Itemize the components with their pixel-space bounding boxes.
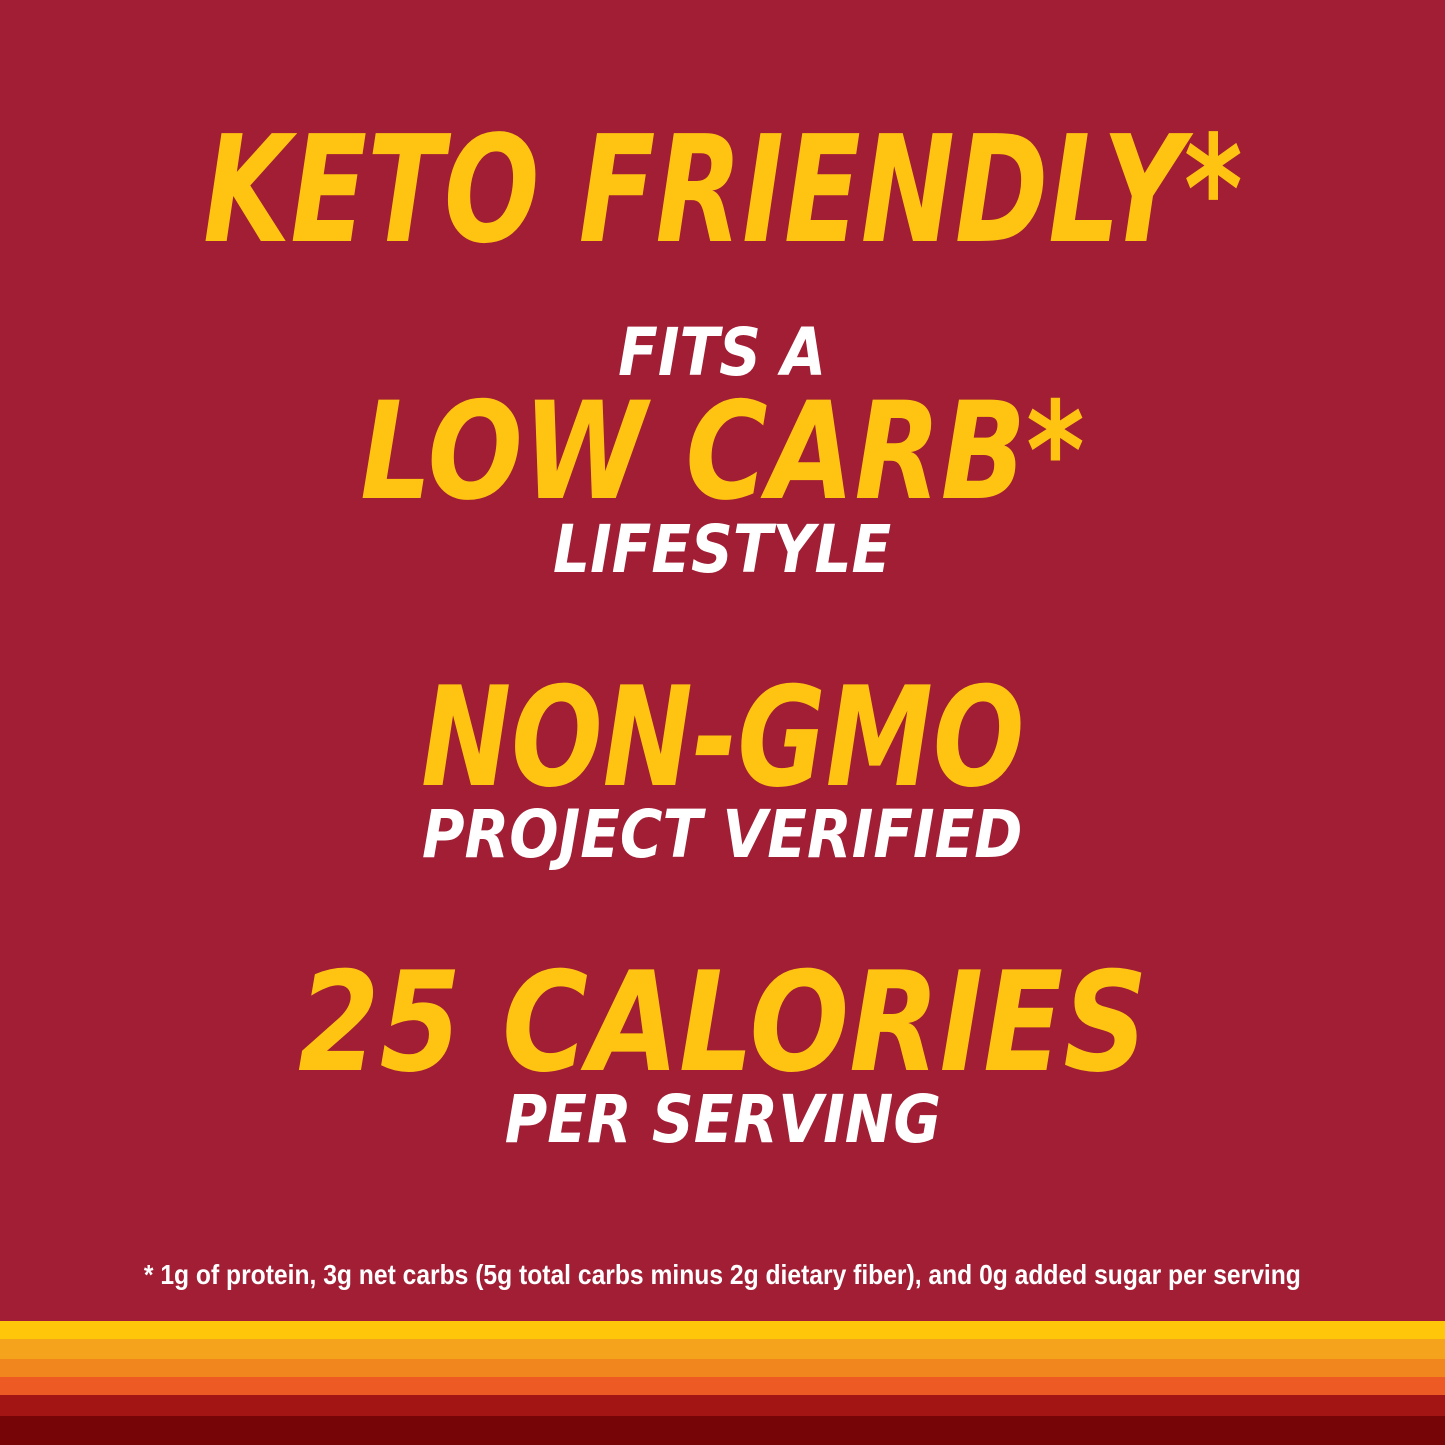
non-gmo-headline: NON-GMO [0, 669, 1445, 807]
project-verified-subhead: PROJECT VERIFIED [0, 802, 1445, 868]
project-verified-text: PROJECT VERIFIED [422, 796, 1023, 873]
stripe-amber [0, 1339, 1445, 1359]
per-serving-text: PER SERVING [504, 1081, 941, 1158]
fits-a-subhead: FITS A [0, 320, 1445, 386]
calories-text: 25 CALORIES [297, 942, 1148, 1103]
stripe-orange [0, 1359, 1445, 1377]
low-carb-headline: LOW CARB* [0, 384, 1445, 519]
low-carb-text: LOW CARB* [360, 373, 1085, 530]
footnote: * 1g of protein, 3g net carbs (5g total … [0, 1259, 1445, 1291]
keto-friendly-headline: KETO FRIENDLY* [0, 116, 1445, 264]
stripe-yellow [0, 1321, 1445, 1339]
footnote-text: * 1g of protein, 3g net carbs (5g total … [144, 1259, 1301, 1290]
bottom-stripes [0, 1321, 1445, 1445]
per-serving-subhead: PER SERVING [0, 1087, 1445, 1153]
fits-a-text: FITS A [618, 314, 827, 391]
stripe-deep-maroon [0, 1416, 1445, 1445]
lifestyle-subhead: LIFESTYLE [0, 517, 1445, 583]
stripe-dark-red [0, 1395, 1445, 1416]
keto-friendly-text: KETO FRIENDLY* [202, 104, 1243, 276]
stripe-vermillion [0, 1377, 1445, 1395]
calories-headline: 25 CALORIES [0, 954, 1445, 1092]
lifestyle-text: LIFESTYLE [553, 511, 892, 588]
non-gmo-text: NON-GMO [420, 657, 1025, 818]
